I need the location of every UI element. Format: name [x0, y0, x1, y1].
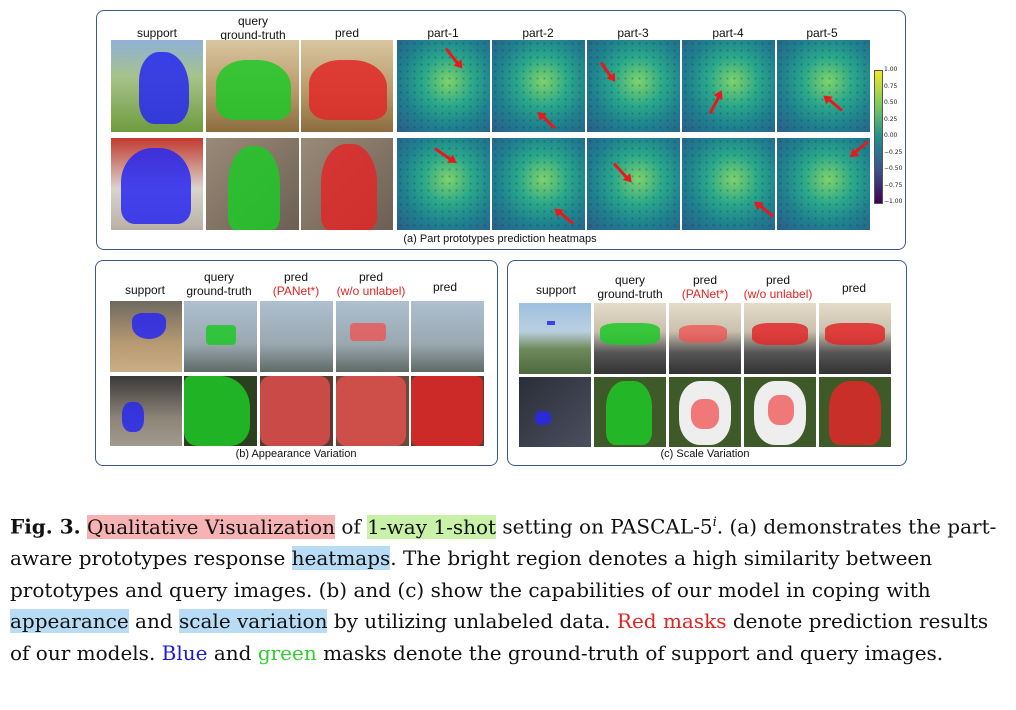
panel-c-caption: (c) Scale Variation	[660, 448, 750, 460]
colorbar-tick: 1.00	[884, 66, 898, 73]
query-gt-image-cat	[206, 138, 299, 230]
highlight-appearance: appearance	[10, 609, 129, 634]
c-pred-panet-plane	[669, 303, 741, 374]
support-image-cat	[111, 138, 203, 230]
c-pred-wo-unlabel-dog	[744, 377, 816, 447]
b-header-pred: pred	[432, 280, 458, 294]
colorbar-tick: 0.25	[884, 115, 898, 123]
green-text: green	[257, 640, 317, 665]
header-pred: pred	[334, 26, 360, 40]
heatmap-part-5-row1	[777, 40, 870, 132]
header-part-2: part-2	[522, 26, 554, 40]
b-support-boat	[110, 301, 182, 372]
b-pred-wo-unlabel-cat	[336, 376, 409, 446]
b-pred-boat	[411, 301, 484, 372]
colorbar-tick: −0.75	[884, 181, 903, 189]
c-header-support: support	[535, 283, 577, 297]
c-header-pred-panet: pred (PANet*)	[681, 273, 729, 301]
colorbar-tick: 0.50	[884, 99, 898, 106]
heatmap-part-2-row2	[492, 138, 585, 230]
b-pred-cat	[411, 376, 484, 446]
b-header-pred-panet: pred (PANet*)	[272, 270, 320, 298]
colorbar-tick: 0.75	[884, 82, 898, 90]
heatmap-part-3-row1	[587, 40, 680, 132]
header-part-1: part-1	[427, 26, 459, 40]
b-pred-panet-cat	[260, 376, 333, 446]
b-query-gt-boat	[184, 301, 257, 372]
highlight-scale-variation: scale variation	[179, 609, 328, 634]
c-header-query: query ground-truth	[597, 273, 663, 301]
heatmap-part-1-row2	[397, 138, 490, 230]
header-support: support	[136, 26, 178, 40]
b-query-gt-cat	[184, 376, 257, 446]
colorbar-tick: 0.00	[884, 132, 898, 139]
c-support-dog	[519, 377, 591, 447]
b-header-support: support	[124, 283, 166, 297]
b-pred-wo-unlabel-boat	[336, 301, 409, 372]
figure-label: Fig. 3.	[10, 514, 81, 539]
c-query-gt-dog	[594, 377, 666, 447]
pred-image-horse	[301, 40, 393, 132]
header-part-4: part-4	[712, 26, 744, 40]
c-pred-wo-unlabel-plane	[744, 303, 816, 374]
heatmap-part-3-row2	[587, 138, 680, 230]
c-pred-plane	[819, 303, 891, 374]
c-header-pred-wo-unlabel: pred (w/o unlabel)	[743, 273, 813, 301]
b-pred-panet-boat	[260, 301, 333, 372]
figure-caption: Fig. 3. Qualitative Visualization of 1-w…	[10, 514, 997, 665]
highlight-heatmaps: heatmaps	[291, 546, 391, 571]
colorbar	[874, 70, 883, 204]
c-support-plane	[519, 303, 591, 374]
header-query-ground-truth: query ground-truth	[220, 14, 286, 42]
highlight-setting: 1-way 1-shot	[367, 514, 497, 539]
b-header-pred-wo-unlabel: pred (w/o unlabel)	[336, 270, 406, 298]
b-support-cat	[110, 376, 182, 446]
panel-a-caption: (a) Part prototypes prediction heatmaps	[403, 233, 597, 245]
heatmap-part-4-row2	[682, 138, 775, 230]
blue-text: Blue	[161, 640, 208, 665]
c-pred-dog	[819, 377, 891, 447]
pred-image-cat	[301, 138, 393, 230]
panel-b-caption: (b) Appearance Variation	[235, 448, 357, 460]
c-pred-panet-dog	[669, 377, 741, 447]
colorbar-tick: −0.25	[884, 148, 903, 156]
query-gt-image-horse	[206, 40, 299, 132]
red-masks-text: Red masks	[616, 609, 727, 634]
header-part-5: part-5	[806, 26, 838, 40]
c-query-gt-plane	[594, 303, 666, 374]
colorbar-tick: −1.00	[884, 198, 903, 205]
b-header-query: query ground-truth	[186, 270, 252, 298]
heatmap-part-4-row1	[682, 40, 775, 132]
colorbar-tick: −0.50	[884, 165, 903, 172]
header-part-3: part-3	[617, 26, 649, 40]
highlight-qualitative: Qualitative Visualization	[86, 514, 335, 539]
support-image-horse	[111, 40, 203, 132]
heatmap-part-1-row1	[397, 40, 490, 132]
c-header-pred: pred	[841, 281, 867, 295]
